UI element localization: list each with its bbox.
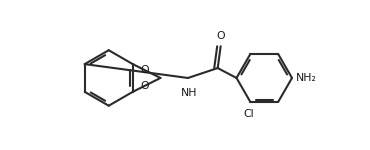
Text: Cl: Cl bbox=[243, 109, 254, 119]
Text: O: O bbox=[141, 81, 149, 91]
Text: O: O bbox=[141, 65, 149, 75]
Text: NH: NH bbox=[181, 88, 197, 98]
Text: O: O bbox=[216, 31, 225, 41]
Text: NH₂: NH₂ bbox=[296, 73, 317, 83]
